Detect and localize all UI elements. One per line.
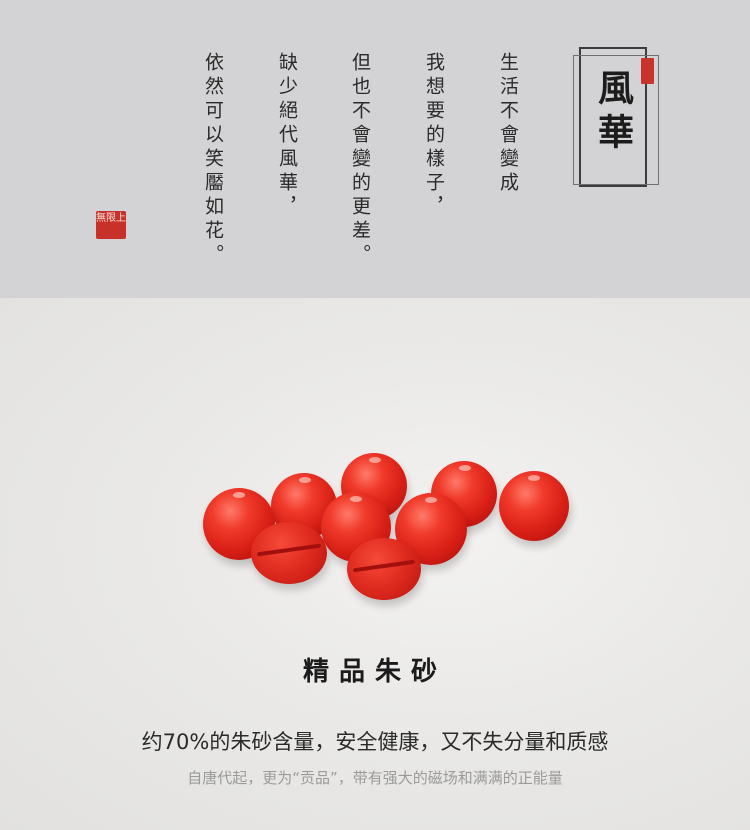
poem-line-4: 缺少絕代風華， [276,52,298,220]
red-seal-stamp: 無限上 [96,211,126,239]
bead [499,471,569,541]
small-seal-stamp [641,58,654,84]
product-subtitle: 约70%的朱砂含量，安全健康，又不失分量和质感 [141,730,609,754]
product-title: 精品朱砂 [302,657,447,687]
product-description: 自唐代起，更为“贡品”，带有强大的磁场和满满的正能量 [187,769,563,787]
poem-line-1: 生活不會變成 [497,52,519,196]
cinnabar-beads-image [195,440,585,620]
title-frame: 風華 [573,47,659,187]
poem-line-2: 我想要的樣子， [423,52,445,220]
poem-title: 風華 [592,69,634,157]
split-bead [251,522,327,584]
poem-line-5: 依然可以笑靨如花。 [202,52,224,268]
split-bead [347,538,421,600]
poem-line-3: 但也不會變的更差。 [349,52,371,268]
poem-banner: 風華 生活不會變成 我想要的樣子， 但也不會變的更差。 缺少絕代風華， 依然可以… [0,0,750,298]
